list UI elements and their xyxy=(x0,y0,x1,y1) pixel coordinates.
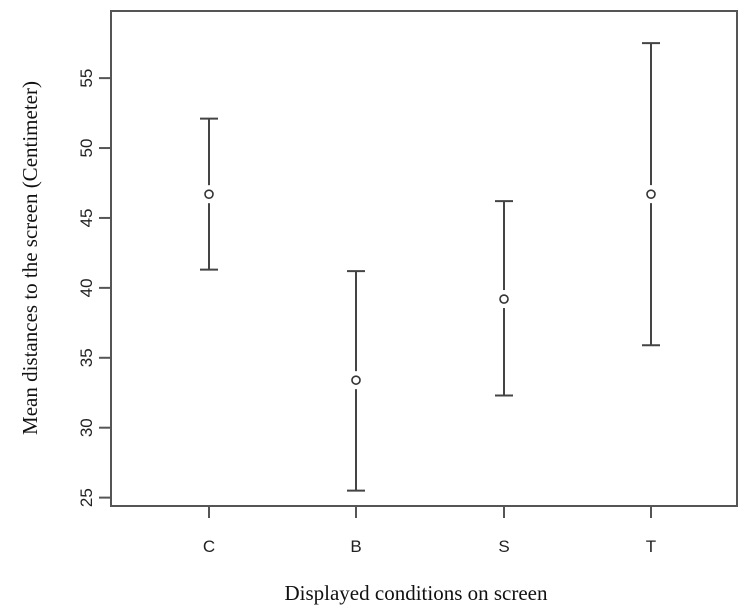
x-tick-label-T: T xyxy=(646,537,656,556)
y-tick-label-40: 40 xyxy=(77,278,96,297)
y-tick-label-30: 30 xyxy=(77,418,96,437)
errorbar-B xyxy=(347,270,365,492)
x-tick-label-S: S xyxy=(498,537,509,556)
x-tick-label-C: C xyxy=(203,537,215,556)
y-tick-label-50: 50 xyxy=(77,139,96,158)
y-tick-label-55: 55 xyxy=(77,69,96,88)
mean-point-S xyxy=(499,294,509,304)
y-tick-label-35: 35 xyxy=(77,348,96,367)
mean-point-T xyxy=(646,189,656,199)
errorbar-S xyxy=(495,200,513,397)
errorbar-C xyxy=(200,117,218,271)
mean-point-B xyxy=(351,375,361,385)
y-axis: 25 30 35 40 45 50 55 xyxy=(77,69,111,507)
plot-frame xyxy=(110,10,738,507)
x-axis-title: Displayed conditions on screen xyxy=(284,581,548,605)
data-marks xyxy=(200,42,660,492)
y-axis-title: Mean distances to the screen (Centimeter… xyxy=(18,81,42,435)
errorbar-T xyxy=(642,42,660,347)
x-tick-label-B: B xyxy=(350,537,361,556)
mean-point-C xyxy=(204,189,214,199)
y-tick-label-25: 25 xyxy=(77,488,96,507)
y-tick-label-45: 45 xyxy=(77,208,96,227)
